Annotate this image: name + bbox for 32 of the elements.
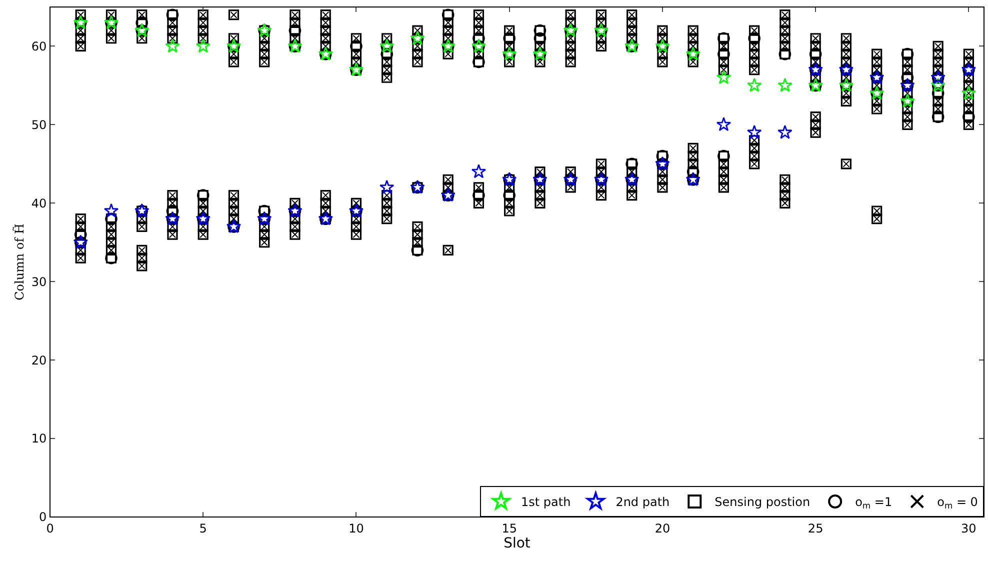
point [196,38,210,53]
legend-label: o$_{m}$ =1 [855,495,892,511]
point [104,203,119,218]
legend-label: 2nd path [616,495,670,510]
legend-label: Sensing postion [714,495,810,510]
point [716,116,732,132]
y-tick-label: 50 [31,118,47,132]
point [746,78,762,92]
y-tick-label: 20 [31,353,47,368]
legend-label: 1st path [521,495,571,510]
x-tick-label: 30 [961,521,976,536]
legend-label: o$_{m}$ = 0 [937,495,978,511]
point [379,180,394,194]
y-tick-label: 40 [31,196,47,210]
point [778,124,792,139]
y-tick-label: 10 [31,432,47,446]
point [961,86,976,100]
x-tick-label: 20 [654,521,670,536]
y-axis-title: Column of H̃ [12,224,27,300]
point [165,38,180,53]
y-tick-label: 60 [31,39,47,54]
point [471,164,486,178]
point [746,124,762,139]
point [716,70,732,84]
point [778,78,792,92]
x-axis-title: Slot [504,535,531,552]
y-tick-label: 0 [38,510,47,524]
y-tick-label: 30 [31,274,47,289]
x-tick-label: 10 [348,521,364,536]
x-tick-label: 5 [199,521,207,536]
x-tick-label: 25 [808,521,824,536]
x-tick-label: 15 [502,521,517,536]
